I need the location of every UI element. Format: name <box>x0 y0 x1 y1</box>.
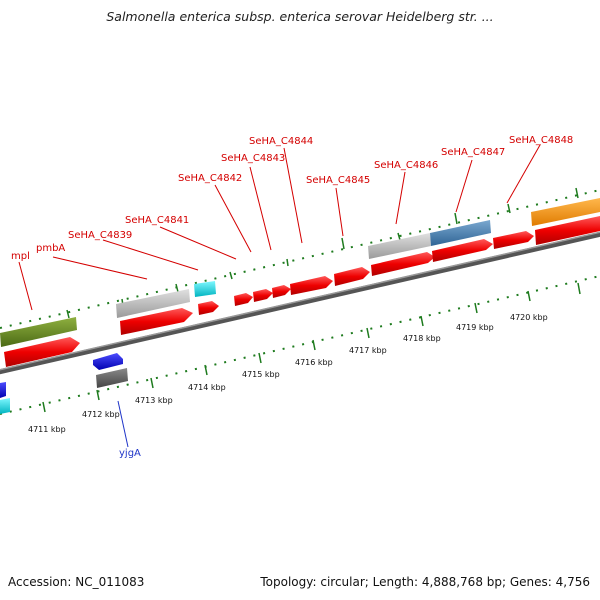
cds-SeHA_C4845[interactable] <box>334 267 370 286</box>
scale-label-4713: 4713 kbp <box>135 396 173 405</box>
gene-label-SeHA_C4845[interactable]: SeHA_C4845 <box>306 175 370 186</box>
outer-tick-track <box>0 187 600 329</box>
cds-SeHA_C4848[interactable] <box>535 216 600 245</box>
scale-label-4719: 4719 kbp <box>456 323 494 332</box>
feature-cyan-1[interactable] <box>194 281 216 297</box>
cds-pmbA[interactable] <box>120 308 193 335</box>
gene-label-SeHA_C4843[interactable]: SeHA_C4843 <box>221 153 285 164</box>
gene-label-SeHA_C4842[interactable]: SeHA_C4842 <box>178 173 242 184</box>
scale-label-4711: 4711 kbp <box>28 425 66 434</box>
feature-darkgray[interactable] <box>96 368 128 388</box>
feature-steelblue[interactable] <box>430 220 491 246</box>
scale-label-4718: 4718 kbp <box>403 334 441 343</box>
cds-SeHA_C4841[interactable] <box>234 293 253 306</box>
accession-text: Accession: NC_011083 <box>8 575 145 589</box>
cds-reverse-cyan-left[interactable] <box>0 398 10 414</box>
cds-forward-genes <box>4 216 600 367</box>
reverse-features <box>0 353 128 414</box>
gene-label-SeHA_C4841[interactable]: SeHA_C4841 <box>125 215 189 226</box>
gene-label-mpl[interactable]: mpl <box>11 251 30 262</box>
gene-label-pmbA[interactable]: pmbA <box>36 243 65 254</box>
cds-SeHA_C4846[interactable] <box>371 252 435 276</box>
leader-line-yjgA <box>117 400 129 448</box>
gene-label-yjgA[interactable]: yjgA <box>119 448 141 459</box>
cds-SeHA_C4839[interactable] <box>198 301 219 315</box>
cds-SeHA_C4843[interactable] <box>272 285 291 298</box>
scale-label-4717: 4717 kbp <box>349 346 387 355</box>
feature-gray-2[interactable] <box>368 233 431 259</box>
cds-SeHA_C4847[interactable] <box>432 239 493 262</box>
feature-olive[interactable] <box>0 317 77 347</box>
cds-yjgA[interactable] <box>93 353 123 370</box>
cds-SeHA_C4848a[interactable] <box>493 231 534 249</box>
genome-summary-text: Topology: circular; Length: 4,888,768 bp… <box>260 575 590 589</box>
feature-gray-1[interactable] <box>116 289 190 318</box>
cds-SeHA_C4842[interactable] <box>253 289 273 302</box>
cds-mpl[interactable] <box>4 337 80 367</box>
scale-label-4714: 4714 kbp <box>188 383 226 392</box>
leader-lines <box>18 144 541 311</box>
gene-labels: mpl pmbA SeHA_C4839 SeHA_C4841 SeHA_C484… <box>11 135 573 459</box>
cds-reverse-blue-left[interactable] <box>0 382 6 398</box>
feature-orange[interactable] <box>531 198 600 226</box>
scale-label-4715: 4715 kbp <box>242 370 280 379</box>
cds-SeHA_C4844[interactable] <box>290 276 333 295</box>
scale-labels: 4711 kbp 4712 kbp 4713 kbp 4714 kbp 4715… <box>28 313 548 434</box>
scale-label-4720: 4720 kbp <box>510 313 548 322</box>
gene-label-SeHA_C4848[interactable]: SeHA_C4848 <box>509 135 573 146</box>
gene-label-SeHA_C4839[interactable]: SeHA_C4839 <box>68 230 132 241</box>
gene-label-SeHA_C4846[interactable]: SeHA_C4846 <box>374 160 438 171</box>
scale-label-4712: 4712 kbp <box>82 410 120 419</box>
inner-tick-track <box>0 275 600 415</box>
gene-label-SeHA_C4847[interactable]: SeHA_C4847 <box>441 147 505 158</box>
gene-label-SeHA_C4844[interactable]: SeHA_C4844 <box>249 136 313 147</box>
scale-label-4716: 4716 kbp <box>295 358 333 367</box>
map-title: Salmonella enterica subsp. enterica sero… <box>106 9 494 24</box>
genome-backbone <box>0 231 600 375</box>
